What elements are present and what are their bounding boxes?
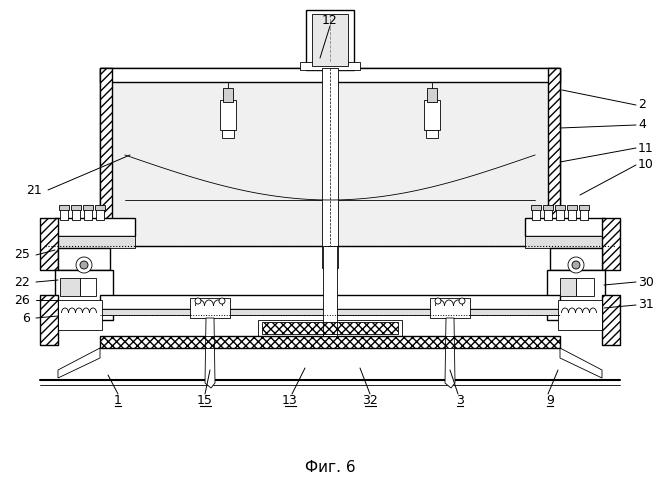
Bar <box>579 205 589 210</box>
Bar <box>58 248 110 270</box>
Bar <box>555 205 565 210</box>
Polygon shape <box>560 348 602 378</box>
Circle shape <box>76 257 92 273</box>
Bar <box>258 320 402 336</box>
Bar <box>222 130 234 138</box>
Bar <box>100 68 560 82</box>
Bar <box>300 62 360 70</box>
Bar <box>544 208 552 220</box>
Bar <box>40 218 58 270</box>
Bar <box>58 300 102 330</box>
Bar <box>60 208 68 220</box>
Bar <box>262 322 398 334</box>
Bar <box>424 100 440 130</box>
Bar <box>59 205 69 210</box>
Bar <box>556 208 564 220</box>
Polygon shape <box>205 318 215 388</box>
Bar <box>560 278 576 296</box>
Bar <box>100 68 560 246</box>
Text: 31: 31 <box>638 298 654 312</box>
Bar <box>80 278 96 296</box>
Bar <box>190 298 230 318</box>
Bar <box>100 68 112 246</box>
Circle shape <box>459 298 465 304</box>
Text: 4: 4 <box>638 118 646 132</box>
Text: 6: 6 <box>22 312 30 324</box>
Bar <box>550 248 602 270</box>
Bar <box>71 205 81 210</box>
Bar <box>306 10 354 70</box>
Circle shape <box>219 298 225 304</box>
Bar <box>55 218 135 236</box>
Bar <box>100 336 560 348</box>
Bar <box>323 246 337 336</box>
Bar <box>40 295 58 345</box>
Bar <box>55 236 135 248</box>
Bar <box>602 295 620 345</box>
Text: 13: 13 <box>282 394 298 406</box>
Circle shape <box>80 261 88 269</box>
Bar <box>430 298 470 318</box>
Bar <box>602 295 620 345</box>
Bar <box>100 336 560 348</box>
Bar <box>525 236 605 248</box>
Bar <box>40 295 58 345</box>
Bar <box>532 208 540 220</box>
Text: 9: 9 <box>546 394 554 406</box>
Bar <box>525 218 605 236</box>
Bar <box>223 88 233 102</box>
Bar <box>576 278 594 296</box>
Text: 30: 30 <box>638 276 654 288</box>
Bar <box>426 130 438 138</box>
Bar <box>100 295 560 309</box>
Bar <box>543 205 553 210</box>
Text: 1: 1 <box>114 394 122 406</box>
Bar <box>72 208 80 220</box>
Bar <box>567 205 577 210</box>
Bar <box>548 68 560 246</box>
Text: 22: 22 <box>15 276 30 288</box>
Bar <box>84 208 92 220</box>
Polygon shape <box>58 348 100 378</box>
Polygon shape <box>445 318 455 388</box>
Bar <box>427 88 437 102</box>
Text: 10: 10 <box>638 158 654 172</box>
Circle shape <box>572 261 580 269</box>
Bar <box>55 270 113 320</box>
Bar <box>602 218 620 270</box>
Bar <box>95 205 105 210</box>
Text: 12: 12 <box>322 14 338 26</box>
Text: 11: 11 <box>638 142 654 154</box>
Text: Фиг. 6: Фиг. 6 <box>305 460 355 475</box>
Bar <box>568 208 576 220</box>
Bar <box>100 309 560 315</box>
Text: 3: 3 <box>456 394 464 406</box>
Bar <box>558 300 602 330</box>
Bar <box>96 208 104 220</box>
Bar <box>322 68 338 268</box>
Bar <box>220 100 236 130</box>
Circle shape <box>435 298 441 304</box>
Text: 15: 15 <box>197 394 213 406</box>
Text: 25: 25 <box>14 248 30 262</box>
Text: 2: 2 <box>638 98 646 112</box>
Circle shape <box>568 257 584 273</box>
Bar <box>547 270 605 320</box>
Bar <box>602 218 620 270</box>
Bar <box>100 68 112 246</box>
Text: 26: 26 <box>15 294 30 306</box>
Bar <box>580 208 588 220</box>
Bar <box>83 205 93 210</box>
Bar <box>60 278 80 296</box>
Bar <box>531 205 541 210</box>
Bar <box>40 218 58 270</box>
Bar <box>548 68 560 246</box>
Text: 32: 32 <box>362 394 378 406</box>
Circle shape <box>195 298 201 304</box>
Bar <box>312 14 348 66</box>
Text: 21: 21 <box>26 184 42 196</box>
